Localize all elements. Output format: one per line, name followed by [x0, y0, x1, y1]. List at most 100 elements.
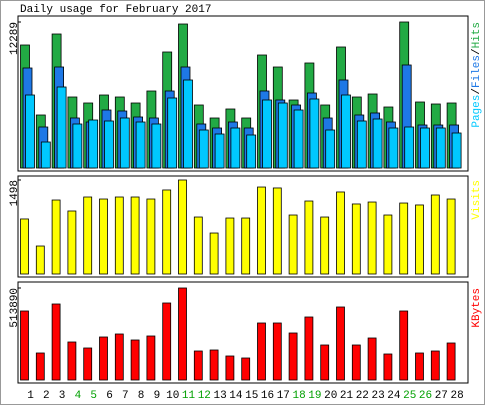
x-tick-label: 25 — [403, 390, 416, 402]
bar — [446, 198, 456, 275]
bar — [304, 316, 314, 381]
bar — [35, 245, 45, 275]
bar — [198, 129, 209, 169]
bar — [336, 306, 345, 381]
x-tick-label: 7 — [122, 390, 129, 402]
bar — [178, 287, 187, 381]
x-tick-label: 26 — [419, 390, 432, 402]
legend: Visits — [471, 180, 483, 220]
legend-separator: / — [471, 88, 483, 95]
bar — [67, 341, 77, 381]
bar — [178, 179, 187, 275]
bar — [114, 333, 124, 381]
y-tick-label: 513890 — [9, 288, 21, 328]
x-tick-label: 5 — [90, 390, 97, 402]
x-tick-label: 12 — [198, 390, 211, 402]
bar — [209, 232, 219, 275]
x-tick-label: 19 — [308, 390, 321, 402]
bar — [415, 204, 424, 275]
bar — [20, 218, 29, 275]
bar — [320, 216, 330, 275]
bar — [104, 120, 114, 169]
bar — [99, 198, 108, 275]
bar — [214, 133, 225, 169]
x-tick-label: 18 — [292, 390, 305, 402]
bar — [451, 132, 462, 169]
bar — [241, 217, 251, 275]
bar — [135, 121, 146, 169]
bar — [383, 353, 393, 381]
bar — [356, 120, 367, 169]
x-tick-label: 22 — [356, 390, 369, 402]
bar — [341, 94, 351, 169]
bar — [325, 129, 336, 169]
x-tick-label: 20 — [324, 390, 337, 402]
legend: KBytes — [471, 288, 483, 328]
bar — [446, 342, 456, 381]
bar — [399, 310, 409, 381]
bar — [367, 201, 377, 275]
bar — [193, 350, 203, 381]
x-tick-label: 13 — [213, 390, 226, 402]
bar — [272, 322, 282, 381]
bar — [51, 303, 61, 381]
y-tick-label: 1498 — [9, 180, 21, 206]
x-tick-label: 8 — [138, 390, 145, 402]
bar — [146, 198, 156, 275]
bar — [241, 357, 251, 381]
bar — [257, 186, 266, 275]
bar — [277, 102, 288, 169]
bar — [88, 119, 99, 169]
bar — [430, 350, 440, 381]
x-tick-label: 21 — [340, 390, 354, 402]
bar — [114, 196, 124, 275]
x-tick-label: 6 — [106, 390, 113, 402]
x-tick-label: 3 — [59, 390, 66, 402]
bar — [293, 109, 304, 169]
y-tick-label: 12289 — [9, 22, 21, 55]
x-tick-label: 17 — [277, 390, 290, 402]
x-tick-label: 2 — [43, 390, 50, 402]
x-tick-label: 15 — [245, 390, 258, 402]
bar — [162, 189, 172, 275]
bar — [119, 117, 130, 169]
bar — [435, 127, 446, 169]
bar — [304, 200, 314, 275]
bar — [272, 187, 282, 275]
x-tick-label: 1 — [27, 390, 34, 402]
bar — [351, 203, 361, 275]
bar — [388, 127, 399, 169]
bar — [146, 335, 156, 381]
legend-entry: Pages — [471, 95, 483, 128]
bar — [151, 123, 162, 169]
bar — [399, 202, 409, 275]
x-tick-label: 14 — [229, 390, 243, 402]
bar — [209, 349, 219, 381]
bar — [246, 134, 257, 169]
bar — [383, 214, 393, 275]
chart-title: Daily usage for February 2017 — [20, 4, 211, 16]
x-tick-label: 28 — [450, 390, 463, 402]
legend-entry: Files — [471, 55, 483, 88]
bar — [288, 214, 298, 275]
bar — [183, 79, 193, 169]
x-tick-label: 27 — [435, 390, 448, 402]
legend-entry: KBytes — [471, 288, 483, 328]
bar — [309, 98, 320, 169]
bar — [83, 196, 93, 275]
x-tick-label: 23 — [371, 390, 384, 402]
bar — [257, 322, 266, 381]
bar — [367, 337, 377, 381]
bar — [420, 127, 430, 169]
legend-entry: Hits — [471, 22, 483, 48]
bar — [404, 126, 415, 169]
x-tick-label: 4 — [75, 390, 82, 402]
bar — [67, 210, 77, 275]
bar — [72, 123, 83, 169]
bar — [35, 352, 45, 381]
bar — [20, 310, 29, 381]
bar — [288, 332, 298, 381]
x-tick-label: 24 — [387, 390, 401, 402]
bar — [167, 97, 178, 169]
